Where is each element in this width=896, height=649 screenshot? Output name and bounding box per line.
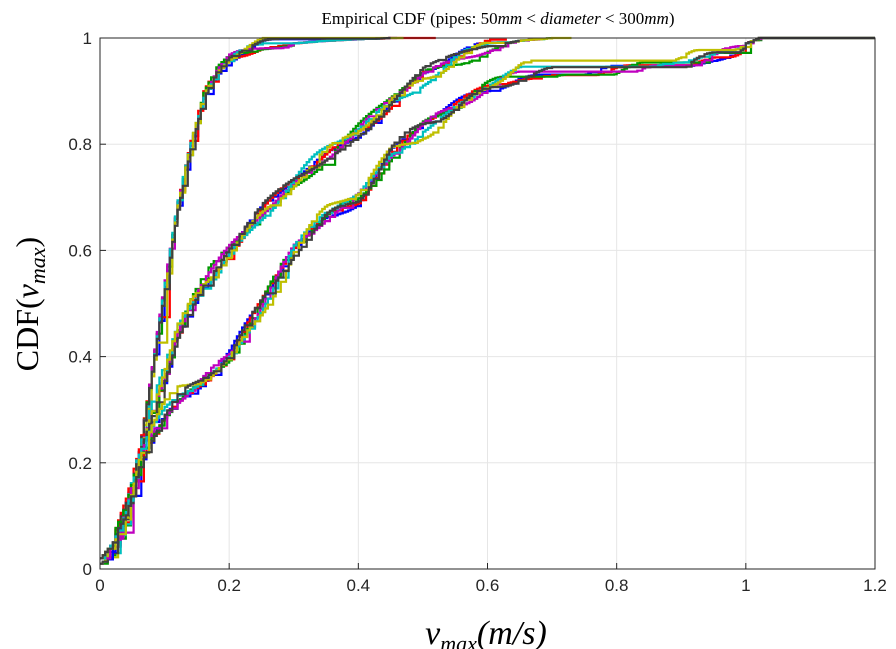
cdf-series-line	[100, 36, 391, 565]
plot-area: 0 0.2 0.4 0.6 0.8 1 1.2 0 0.2 0.4 0.6 0.8 1	[68, 29, 886, 595]
cdf-series-line	[100, 36, 572, 560]
x-axis-label: vmax(m/s)	[425, 615, 547, 649]
x-tick-label: 1.2	[863, 576, 887, 595]
y-axis-label: CDF(vmax)	[9, 237, 50, 371]
y-tick-label: 0	[83, 560, 92, 579]
x-tick-label: 0.2	[217, 576, 241, 595]
cdf-series-line	[100, 36, 875, 560]
cdf-series-line	[100, 39, 520, 560]
y-tick-label: 0.4	[68, 348, 92, 367]
x-tick-label: 0.6	[476, 576, 500, 595]
x-tick-label: 0.8	[605, 576, 629, 595]
y-tick-label: 0.2	[68, 454, 92, 473]
x-tick-label: 0.4	[347, 576, 371, 595]
y-tick-label: 0.6	[68, 241, 92, 260]
cdf-series-line	[100, 36, 875, 560]
chart-title: Empirical CDF (pipes: 50mm < diameter < …	[321, 9, 674, 28]
y-tick-label: 1	[83, 29, 92, 48]
x-tick-label: 0	[95, 576, 104, 595]
y-tick-label: 0.8	[68, 135, 92, 154]
series-group	[100, 36, 875, 565]
ticks: 0 0.2 0.4 0.6 0.8 1 1.2 0 0.2 0.4 0.6 0.8 1	[68, 29, 886, 595]
x-tick-label: 1	[741, 576, 750, 595]
